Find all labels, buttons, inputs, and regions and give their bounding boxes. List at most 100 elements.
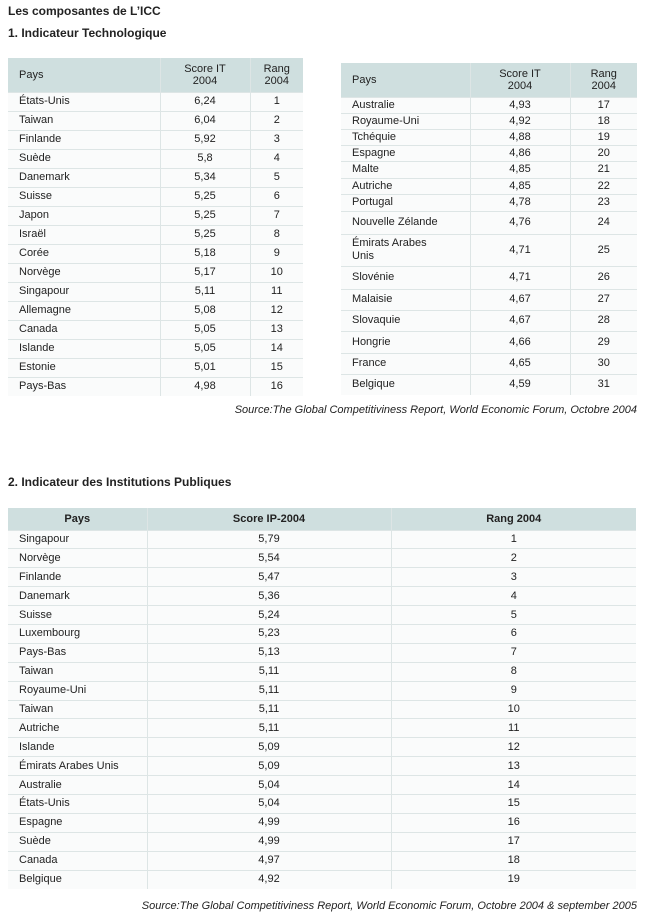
table-cell: 6,24 xyxy=(159,91,250,111)
table-row: Israël 5,25 8 xyxy=(8,224,303,244)
table-cell: 4,85 xyxy=(469,177,570,194)
table-cell: Australie xyxy=(341,96,470,113)
table-cell: 31 xyxy=(569,373,637,395)
table-cell: Autriche xyxy=(8,718,147,738)
table-row: Allemagne 5,08 12 xyxy=(8,300,303,320)
section-heading: 1. Indicateur Technologique xyxy=(8,26,167,40)
table-cell: Pays-Bas xyxy=(8,376,160,396)
table-cell: Suède xyxy=(8,148,160,168)
table-cell: 11 xyxy=(390,718,636,738)
table-row: Singapour 5,11 11 xyxy=(8,281,303,301)
column-header: Score IT 2004 xyxy=(159,58,250,92)
table-cell: 5 xyxy=(390,605,636,625)
table-row: Suisse 5,25 6 xyxy=(8,186,303,206)
table-cell: 30 xyxy=(569,352,637,374)
table-cell: 29 xyxy=(569,330,637,353)
table-cell: 4,67 xyxy=(469,309,570,331)
table-cell: 5,47 xyxy=(146,567,391,587)
column-header: Pays xyxy=(8,58,160,92)
table-cell: 18 xyxy=(390,850,636,871)
table-cell: 5 xyxy=(249,167,303,187)
table-header: Pays Score IT 2004 Rang 2004 xyxy=(8,58,303,92)
table-cell: 5,18 xyxy=(159,243,250,263)
table-cell: Danemark xyxy=(8,167,160,187)
table-cell: 13 xyxy=(249,319,303,339)
table-cell: Japon xyxy=(8,205,160,225)
table-cell: 5,36 xyxy=(146,586,391,606)
table-cell: Israël xyxy=(8,224,160,244)
table-cell: Taiwan xyxy=(8,699,147,719)
source-note: Source:The Global Competitiviness Report… xyxy=(141,900,637,912)
table-cell: 4,92 xyxy=(469,112,570,129)
table-cell: 5,23 xyxy=(146,623,391,644)
table-cell: Espagne xyxy=(341,144,470,161)
table-cell: 4,98 xyxy=(159,376,250,396)
table-cell: 6 xyxy=(390,623,636,644)
table-cell: 8 xyxy=(390,661,636,682)
table-cell: 9 xyxy=(390,680,636,701)
table-row: Singapour 5,79 1 xyxy=(8,529,636,549)
table-cell: 4,93 xyxy=(469,96,570,113)
table-cell: 4,85 xyxy=(469,160,570,178)
table-row: Espagne 4,99 16 xyxy=(8,812,636,833)
table-cell: 5,08 xyxy=(159,300,250,320)
table-cell: 26 xyxy=(569,265,637,289)
table-cell: Norvège xyxy=(8,548,147,568)
table-cell: 4,97 xyxy=(146,850,391,871)
column-header: Pays xyxy=(8,508,147,530)
table-cell: 11 xyxy=(249,281,303,301)
table: Pays Score IT 2004 Rang 2004 États-Unis 6,24… xyxy=(8,58,303,396)
table-cell: Taiwan xyxy=(8,110,160,130)
table-row: Portugal 4,78 23 xyxy=(341,193,637,211)
table-cell: Suisse xyxy=(8,605,147,625)
table-body: Australie 4,93 17 Royaume-Uni 4,92 18 Tchéquie… xyxy=(341,96,637,395)
table-cell: 4,66 xyxy=(469,330,570,353)
table-cell: 5,11 xyxy=(146,718,391,738)
table-cell: 17 xyxy=(569,96,637,113)
column-header: Score IT 2004 xyxy=(469,63,570,97)
table-row: Slovaquie 4,67 28 xyxy=(341,309,637,331)
table-cell: 6 xyxy=(249,186,303,206)
table-cell: 19 xyxy=(569,128,637,145)
table-row: Suède 5,8 4 xyxy=(8,148,303,168)
table-cell: 7 xyxy=(249,205,303,225)
table-row: Émirats Arabes Unis 4,71 25 xyxy=(341,233,637,266)
table-cell: Corée xyxy=(8,243,160,263)
table: Pays Score IT 2004 Rang 2004 Australie 4,93 1… xyxy=(341,63,637,395)
table-row: Tchéquie 4,88 19 xyxy=(341,128,637,145)
table-cell: Singapour xyxy=(8,529,147,549)
table-cell: 4,99 xyxy=(146,812,391,833)
table-cell: 2 xyxy=(390,548,636,568)
table-cell: Espagne xyxy=(8,812,147,833)
table-row: Pays-Bas 4,98 16 xyxy=(8,376,303,396)
table-row: Taiwan 6,04 2 xyxy=(8,110,303,130)
table-cell: 4,59 xyxy=(469,373,570,395)
table-cell: 14 xyxy=(390,775,636,795)
table-cell: 5,25 xyxy=(159,186,250,206)
table-cell: 5,11 xyxy=(146,699,391,719)
table-cell: 4,71 xyxy=(469,265,570,289)
table-cell: 9 xyxy=(249,243,303,263)
table-cell: 13 xyxy=(390,756,636,776)
table-row: États-Unis 5,04 15 xyxy=(8,793,636,814)
table-cell: 5,11 xyxy=(146,680,391,701)
table-row: Royaume-Uni 4,92 18 xyxy=(341,112,637,129)
table-cell: Canada xyxy=(8,850,147,871)
table-cell: 10 xyxy=(249,262,303,282)
table-cell: 5,09 xyxy=(146,737,391,757)
table-cell: 5,34 xyxy=(159,167,250,187)
table-cell: 4,88 xyxy=(469,128,570,145)
section-heading: 2. Indicateur des Institutions Publiques xyxy=(8,475,232,489)
table-row: Nouvelle Zélande 4,76 24 xyxy=(341,210,637,234)
table-cell: Pays-Bas xyxy=(8,642,147,663)
table-row: Finlande 5,92 3 xyxy=(8,129,303,149)
column-header: Rang 2004 xyxy=(569,63,637,97)
source-note: Source:The Global Competitiviness Report… xyxy=(234,404,637,416)
table-cell: Finlande xyxy=(8,567,147,587)
table-row: Émirats Arabes Unis 5,09 13 xyxy=(8,756,636,776)
table-cell: 25 xyxy=(569,233,637,266)
table-cell: 4,86 xyxy=(469,144,570,161)
table-cell: 5,17 xyxy=(159,262,250,282)
table-row: Islande 5,09 12 xyxy=(8,737,636,757)
table-cell: 24 xyxy=(569,210,637,234)
